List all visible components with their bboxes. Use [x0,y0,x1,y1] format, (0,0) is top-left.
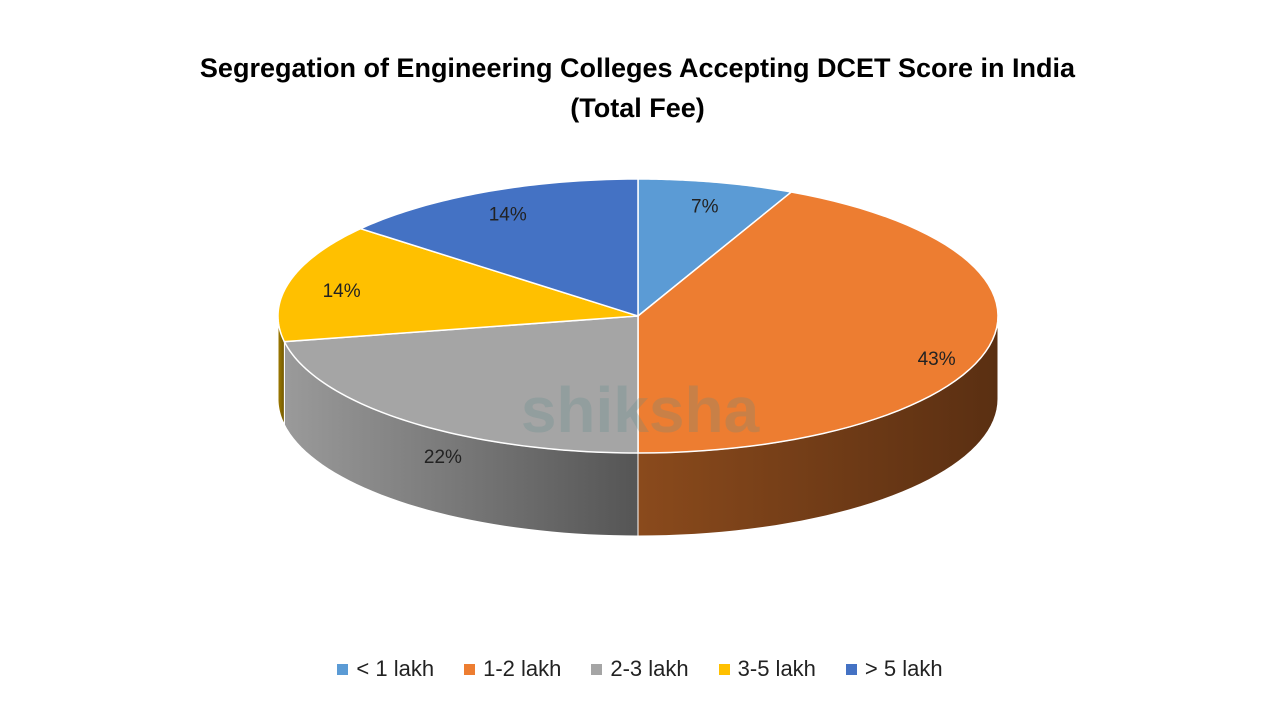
legend-item: 3-5 lakh [718,656,816,682]
legend-item: > 5 lakh [845,656,943,682]
data-label: 14% [323,281,361,302]
legend-swatch [464,663,476,675]
data-label: 7% [691,196,719,217]
data-label: 22% [424,447,462,468]
pie-slice-2 [283,315,639,454]
legend-label: 2-3 lakh [610,656,689,681]
legend-swatch [337,663,349,675]
legend-item: 2-3 lakh [591,656,689,682]
legend-swatch [845,663,857,675]
pie-slice-0 [637,178,794,318]
legend-swatch [718,663,730,675]
data-label: 14% [489,205,527,226]
chart-title-line1: Segregation of Engineering Colleges Acce… [199,53,1076,83]
watermark-logo: shiksha [521,374,760,446]
legend-label: < 1 lakh [356,656,435,681]
legend-item: < 1 lakh [337,656,434,682]
legend-label: 1-2 lakh [483,656,562,681]
pie-slice-1 [637,191,999,454]
data-label: 43% [918,349,956,370]
legend-item: 1-2 lakh [464,656,561,682]
legend-label: 3-5 lakh [737,656,816,681]
legend-label: > 5 lakh [864,656,943,681]
chart-title-line2: (Total Fee) [570,93,705,123]
chart-title: Segregation of Engineering Colleges Acce… [0,48,1275,128]
pie-slice-4 [358,178,639,318]
pie-slice-3 [277,227,639,343]
legend-swatch [591,663,603,675]
legend: < 1 lakh 1-2 lakh 2-3 lakh 3-5 lakh > 5 lakh [0,656,1280,682]
